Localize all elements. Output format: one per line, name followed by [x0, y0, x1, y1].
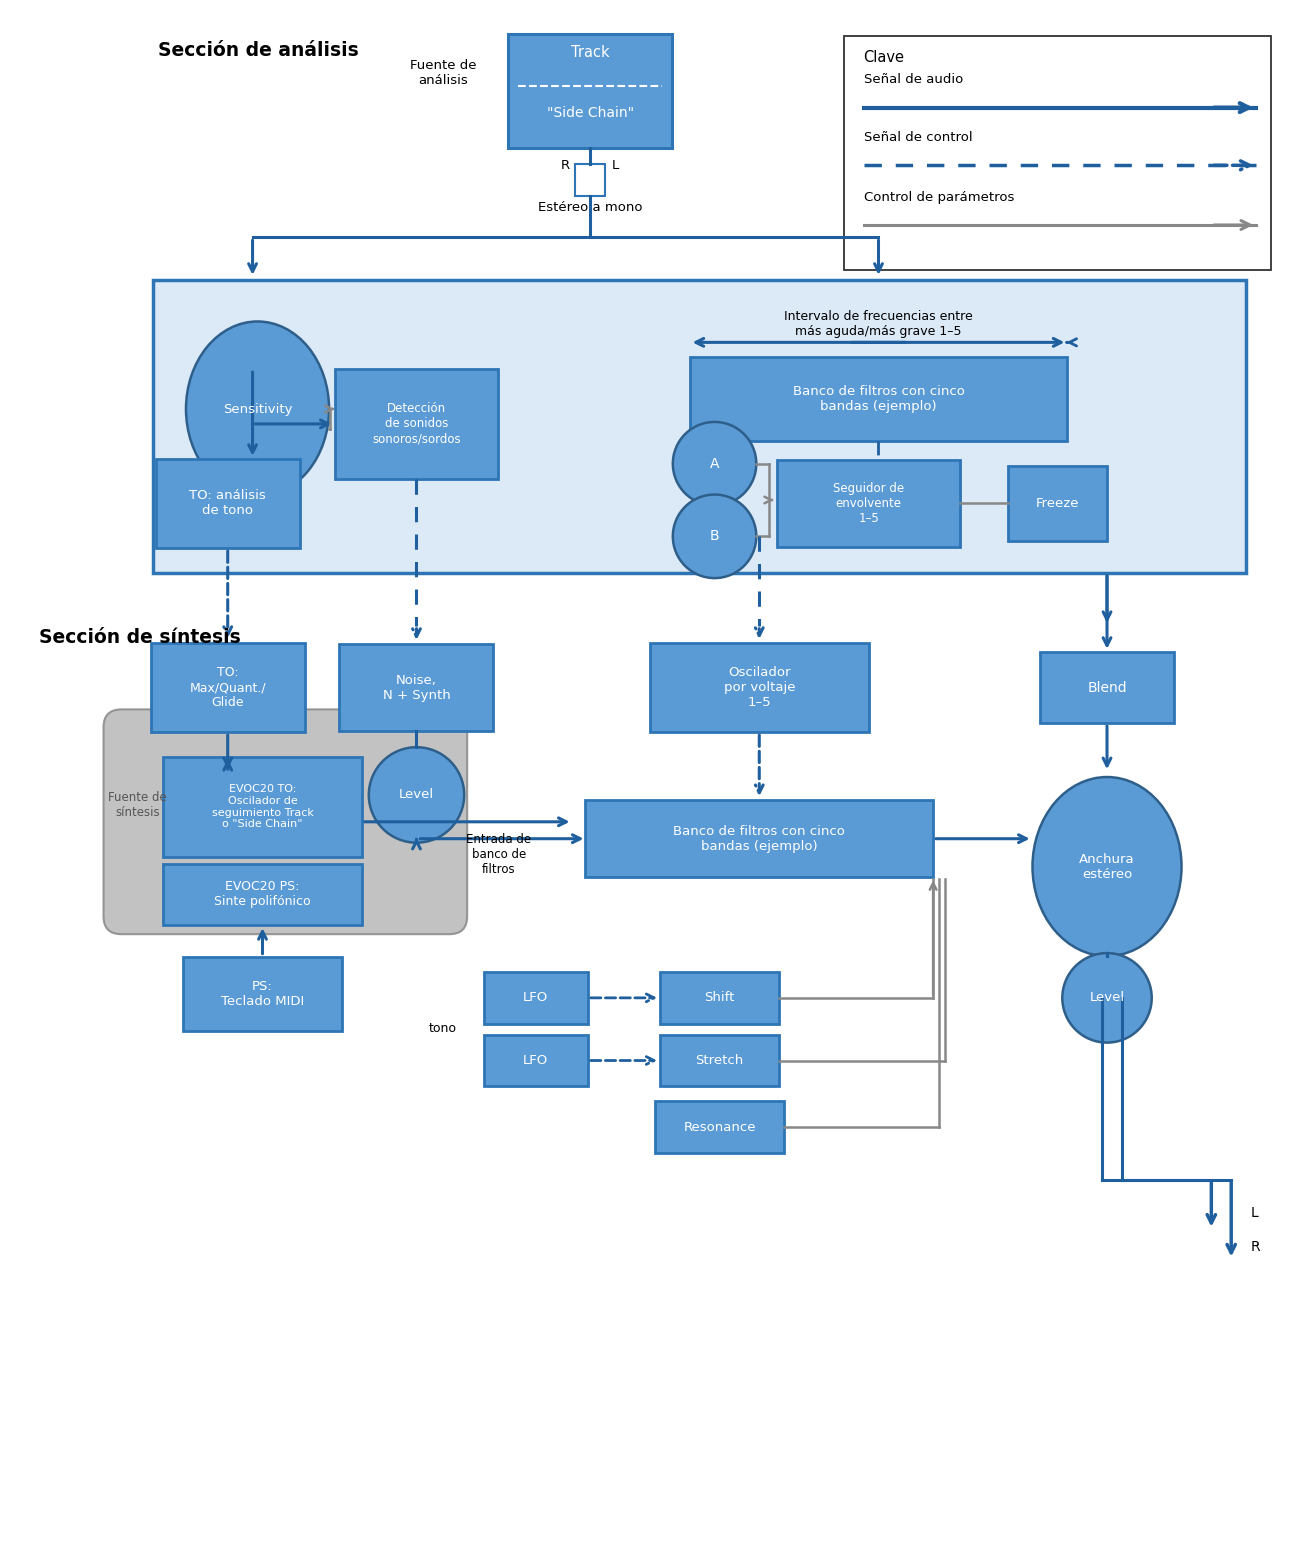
Text: Seguidor de
envolvente
1–5: Seguidor de envolvente 1–5	[833, 483, 904, 525]
Text: EVOC20 TO:
Oscilador de
seguimiento Track
o "Side Chain": EVOC20 TO: Oscilador de seguimiento Trac…	[212, 785, 313, 829]
Ellipse shape	[672, 495, 756, 578]
Text: Señal de control: Señal de control	[864, 132, 972, 144]
Text: Shift: Shift	[705, 992, 734, 1004]
FancyBboxPatch shape	[163, 863, 362, 925]
FancyBboxPatch shape	[484, 1034, 588, 1086]
Ellipse shape	[186, 321, 328, 497]
FancyBboxPatch shape	[586, 799, 934, 878]
Text: R: R	[1252, 1239, 1261, 1254]
Text: B: B	[710, 530, 719, 544]
FancyBboxPatch shape	[340, 644, 494, 732]
FancyBboxPatch shape	[153, 279, 1246, 574]
Text: EVOC20 PS:
Sinte polifónico: EVOC20 PS: Sinte polifónico	[215, 881, 310, 909]
Ellipse shape	[672, 422, 756, 506]
Text: TO:
Max/Quant./
Glide: TO: Max/Quant./ Glide	[189, 666, 266, 708]
Text: Blend: Blend	[1087, 680, 1126, 694]
FancyBboxPatch shape	[1007, 467, 1107, 541]
Text: Fuente de
síntesis: Fuente de síntesis	[109, 791, 167, 820]
Text: tono: tono	[428, 1022, 456, 1036]
Ellipse shape	[1033, 777, 1182, 956]
Text: Detección
de sonidos
sonoros/sordos: Detección de sonidos sonoros/sordos	[372, 403, 460, 445]
Text: R: R	[561, 160, 570, 172]
FancyBboxPatch shape	[484, 972, 588, 1023]
Text: Sección de análisis: Sección de análisis	[158, 41, 359, 61]
FancyBboxPatch shape	[1040, 652, 1174, 724]
Text: Noise,
N + Synth: Noise, N + Synth	[383, 674, 450, 702]
Ellipse shape	[1063, 953, 1152, 1042]
Text: Banco de filtros con cinco
bandas (ejemplo): Banco de filtros con cinco bandas (ejemp…	[793, 385, 965, 414]
Text: Clave: Clave	[864, 50, 905, 66]
FancyBboxPatch shape	[844, 36, 1271, 270]
FancyBboxPatch shape	[155, 459, 300, 548]
Text: A: A	[710, 456, 719, 470]
Ellipse shape	[369, 747, 464, 843]
Text: Anchura
estéreo: Anchura estéreo	[1080, 852, 1135, 881]
Text: Freeze: Freeze	[1036, 497, 1080, 509]
FancyBboxPatch shape	[508, 33, 672, 147]
Text: Resonance: Resonance	[683, 1120, 756, 1133]
FancyBboxPatch shape	[650, 642, 869, 732]
FancyBboxPatch shape	[659, 1034, 780, 1086]
Text: Track: Track	[572, 45, 610, 61]
Text: Stretch: Stretch	[696, 1055, 743, 1067]
Text: Señal de audio: Señal de audio	[864, 74, 963, 86]
Text: Fuente de
análisis: Fuente de análisis	[410, 60, 476, 86]
Text: Estéreo a mono: Estéreo a mono	[538, 201, 643, 215]
Text: Entrada de
banco de
filtros: Entrada de banco de filtros	[467, 834, 531, 876]
Text: Intervalo de frecuencias entre
más aguda/más grave 1–5: Intervalo de frecuencias entre más aguda…	[784, 310, 972, 338]
FancyBboxPatch shape	[689, 357, 1067, 442]
FancyBboxPatch shape	[103, 710, 467, 934]
Text: LFO: LFO	[524, 1055, 548, 1067]
Text: Level: Level	[1090, 992, 1125, 1004]
FancyBboxPatch shape	[659, 972, 780, 1023]
Text: Sección de síntesis: Sección de síntesis	[39, 628, 240, 647]
FancyBboxPatch shape	[151, 642, 305, 732]
FancyBboxPatch shape	[184, 956, 341, 1031]
FancyBboxPatch shape	[656, 1102, 784, 1153]
Text: Banco de filtros con cinco
bandas (ejemplo): Banco de filtros con cinco bandas (ejemp…	[674, 824, 846, 852]
Text: "Side Chain": "Side Chain"	[547, 105, 634, 119]
FancyBboxPatch shape	[575, 165, 605, 196]
Text: Oscilador
por voltaje
1–5: Oscilador por voltaje 1–5	[724, 666, 795, 708]
Text: TO: análisis
de tono: TO: análisis de tono	[189, 489, 266, 517]
Text: Sensitivity: Sensitivity	[222, 403, 292, 415]
FancyBboxPatch shape	[777, 459, 961, 547]
Text: LFO: LFO	[524, 992, 548, 1004]
Text: Control de parámetros: Control de parámetros	[864, 191, 1014, 204]
Text: L: L	[1252, 1205, 1259, 1219]
Text: PS:
Teclado MIDI: PS: Teclado MIDI	[221, 979, 304, 1008]
Text: L: L	[612, 160, 619, 172]
Text: Level: Level	[400, 788, 434, 801]
FancyBboxPatch shape	[163, 757, 362, 857]
FancyBboxPatch shape	[335, 370, 499, 478]
